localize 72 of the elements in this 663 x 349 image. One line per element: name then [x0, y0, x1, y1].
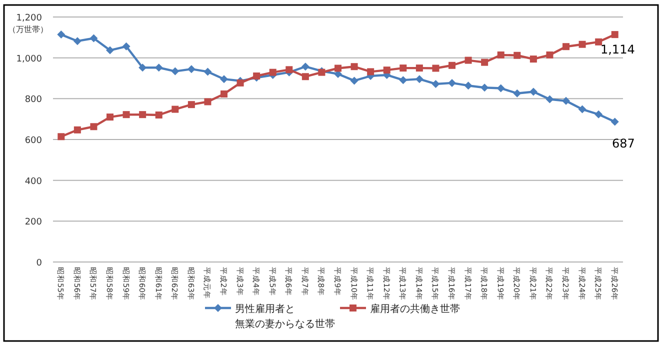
point [464, 56, 472, 64]
point [367, 68, 374, 76]
point [496, 84, 505, 92]
point [529, 88, 538, 96]
point [204, 68, 212, 76]
point [269, 68, 276, 76]
point [594, 110, 603, 118]
point [546, 95, 554, 104]
point [432, 64, 440, 72]
y-tick-label: 200 [24, 218, 42, 228]
y-tick-label: 600 [24, 136, 42, 146]
point [562, 43, 570, 50]
point [595, 38, 602, 46]
point [57, 30, 66, 39]
point [611, 31, 618, 38]
y-axis-title: （万世帯） [8, 25, 48, 34]
y-tick-label: 0 [36, 258, 42, 268]
point [415, 75, 424, 84]
point [497, 51, 504, 58]
point [350, 76, 358, 85]
point [448, 62, 456, 69]
point [334, 64, 342, 72]
y-tick-label: 1,200 [16, 14, 42, 24]
point [513, 89, 522, 98]
point [578, 40, 586, 48]
point [286, 66, 293, 74]
point [58, 133, 65, 140]
point [139, 111, 146, 118]
point [448, 78, 456, 87]
point [122, 42, 130, 50]
annotation: 687 [612, 136, 635, 151]
point [74, 126, 81, 134]
point [122, 111, 130, 118]
point [188, 101, 195, 108]
point [220, 75, 228, 84]
point [350, 63, 358, 70]
point [562, 96, 570, 105]
point [546, 51, 554, 58]
point [481, 58, 488, 66]
point [90, 34, 98, 42]
point [416, 64, 423, 72]
y-tick-label: 1,000 [16, 54, 42, 64]
annotation: 1,114 [600, 42, 635, 57]
point [480, 84, 489, 92]
point [90, 123, 98, 130]
point [138, 64, 147, 72]
point [106, 114, 114, 121]
point [187, 65, 196, 74]
point [155, 112, 162, 118]
point [236, 79, 244, 86]
point [154, 64, 163, 72]
y-tick-label: 800 [24, 95, 42, 106]
point [432, 80, 440, 88]
point [400, 64, 407, 72]
point [204, 98, 212, 106]
point [399, 76, 408, 84]
point [530, 56, 537, 63]
point [514, 52, 521, 59]
point [301, 62, 310, 71]
point [464, 82, 472, 90]
point [106, 46, 114, 54]
legend-label: 雇用者の共働き世帯 [370, 303, 460, 315]
point [578, 105, 586, 114]
point [302, 73, 309, 80]
y-tick-label: 400 [24, 176, 42, 187]
point [220, 90, 228, 98]
legend-label: 男性雇用者と無業の妻からなる世帯 [235, 303, 335, 330]
point [172, 106, 179, 113]
point [171, 67, 180, 76]
point [383, 66, 390, 74]
point [610, 118, 619, 126]
point [73, 37, 82, 46]
